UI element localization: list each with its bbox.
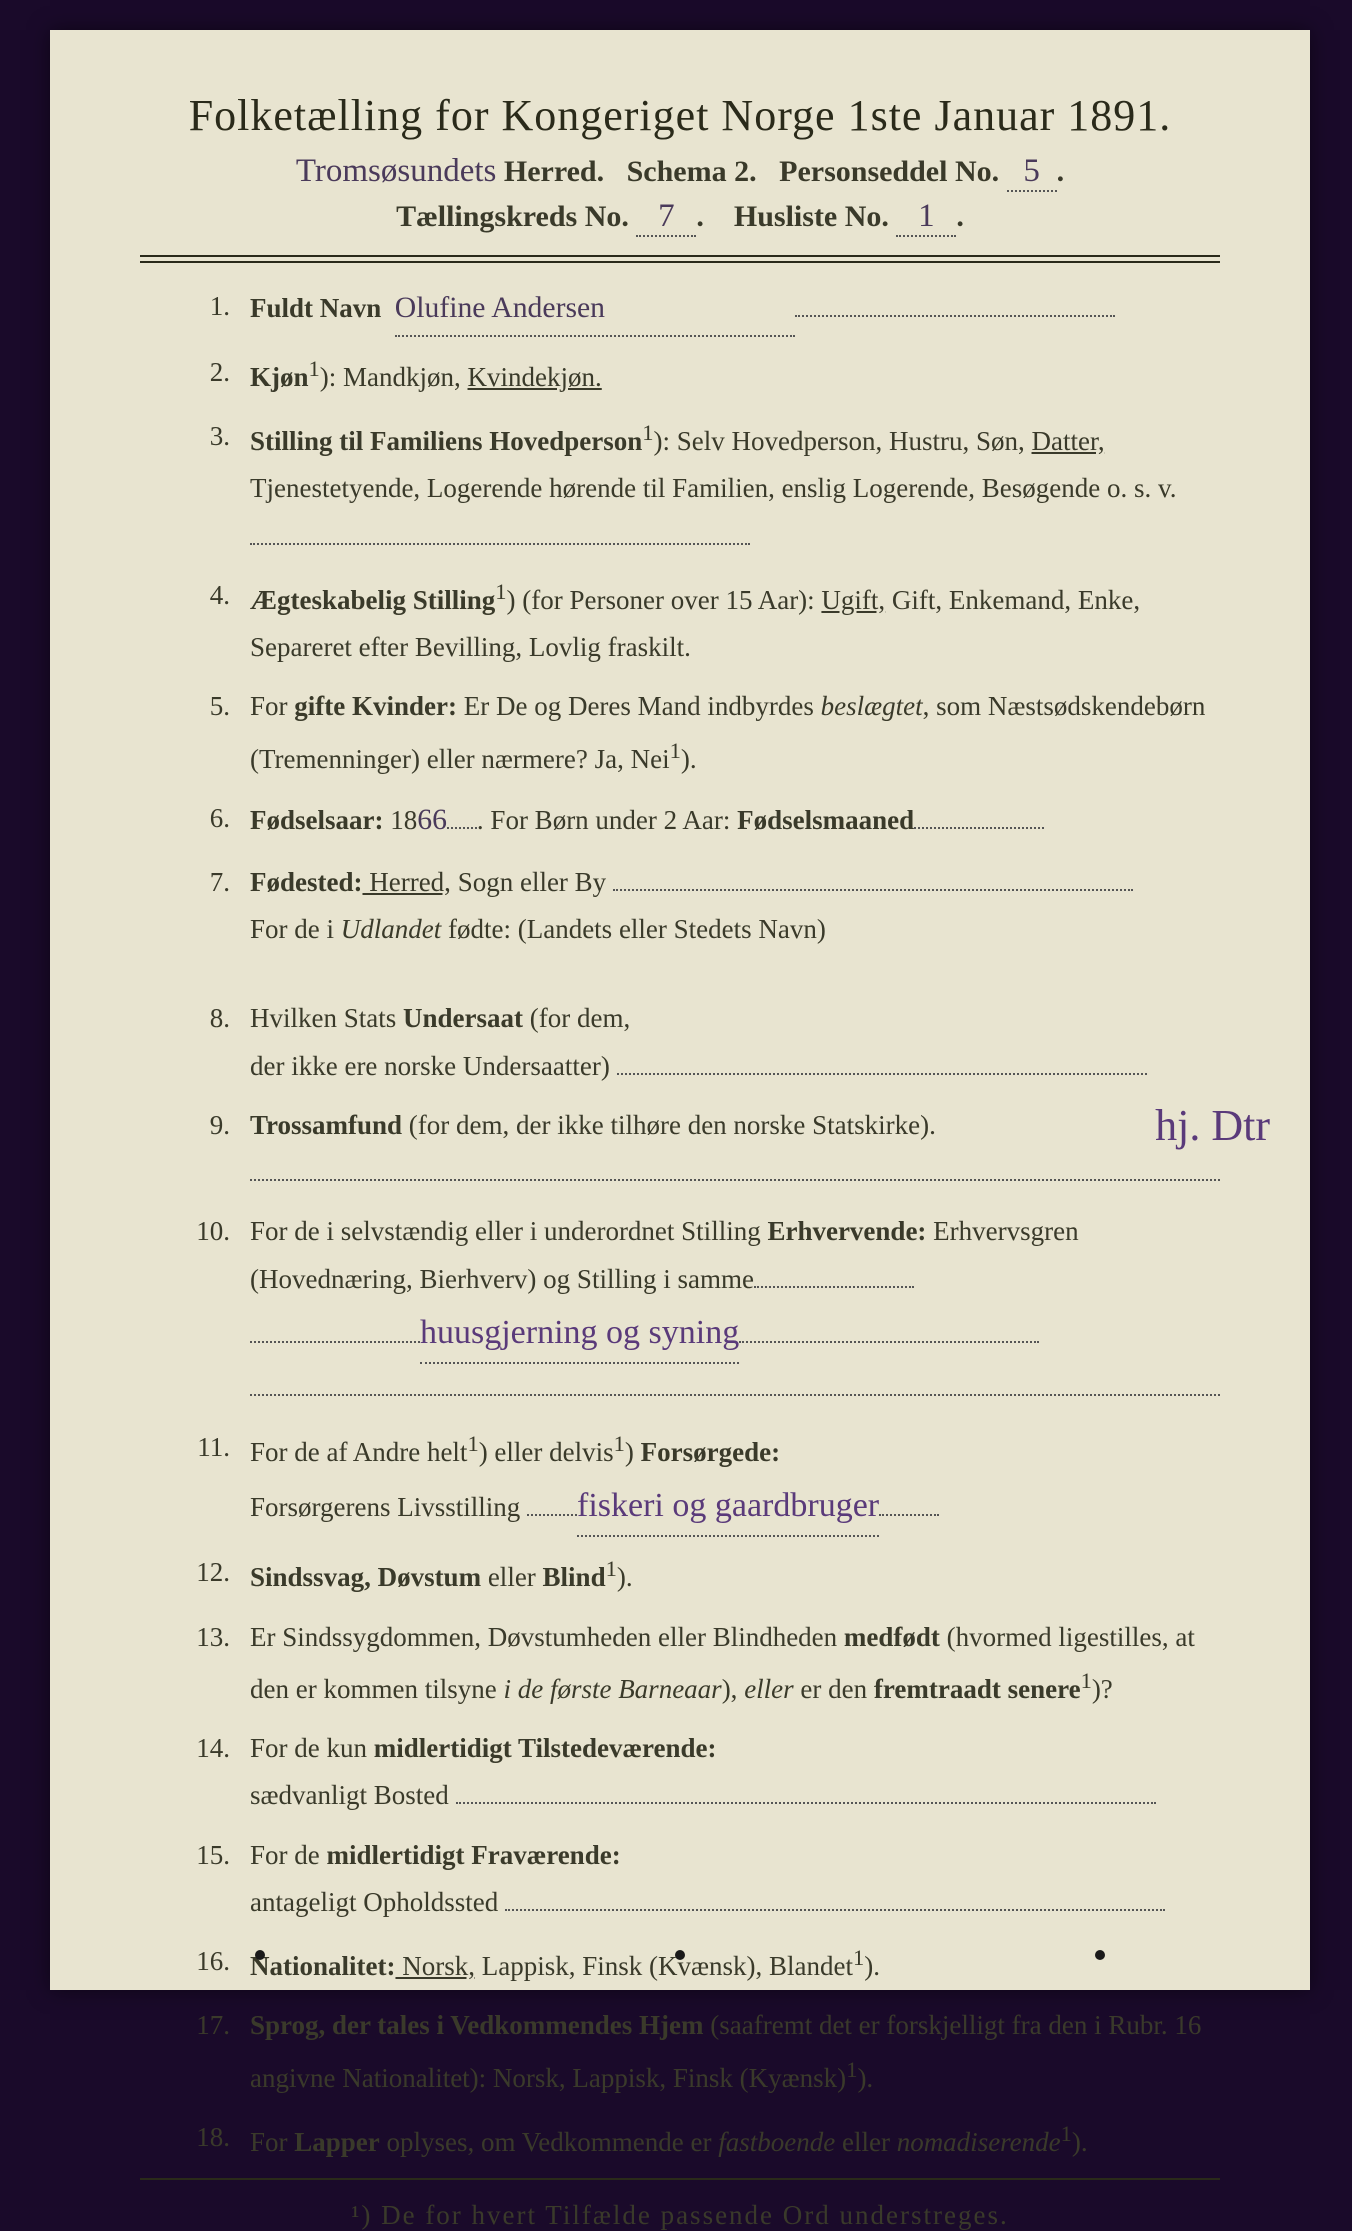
item-6: 6. Fødselsaar: 1866. For Børn under 2 Aa… (170, 795, 1220, 847)
herred-name-handwritten: Tromsøsundets (296, 153, 497, 189)
dot (255, 1950, 265, 1960)
schema-label: Schema 2. (627, 155, 757, 188)
item-13: 13. Er Sindssygdommen, Døvstumheden elle… (170, 1614, 1220, 1714)
rule-top-1 (140, 255, 1220, 257)
item-11: 11. For de af Andre helt1) eller delvis1… (170, 1424, 1220, 1538)
item-5: 5. For gifte Kvinder: Er De og Deres Man… (170, 683, 1220, 783)
item-4: 4. Ægteskabelig Stilling1) (for Personer… (170, 572, 1220, 672)
personseddel-label: Personseddel No. (779, 155, 999, 188)
dot (675, 1950, 685, 1960)
item-7: 7. Fødested: Herred, Sogn eller By For d… (170, 859, 1220, 954)
item-2: 2. Kjøn1): Mandkjøn, Kvindekjøn. (170, 349, 1220, 401)
item-8: 8. Hvilken Stats Undersaat (for dem, der… (170, 995, 1220, 1090)
name-value: Olufine Andersen (395, 283, 795, 337)
item-3: 3. Stilling til Familiens Hovedperson1):… (170, 413, 1220, 560)
birth-year: 66 (417, 804, 447, 836)
taellingskreds-label: Tællingskreds No. (396, 200, 629, 233)
herred-label: Herred. (504, 155, 604, 188)
dot (1095, 1950, 1105, 1960)
provider-value: fiskeri og gaardbruger (577, 1476, 879, 1538)
header-line-1: Tromsøsundets Herred. Schema 2. Personse… (140, 153, 1220, 192)
husliste-no: 1 (896, 198, 956, 237)
item-18: 18. For Lapper oplyses, om Vedkommende e… (170, 2114, 1220, 2166)
husliste-label: Husliste No. (734, 200, 889, 233)
census-form-page: Folketælling for Kongeriget Norge 1ste J… (50, 30, 1310, 1990)
item-17: 17. Sprog, der tales i Vedkommendes Hjem… (170, 2002, 1220, 2102)
item-10: 10. For de i selvstændig eller i underor… (170, 1208, 1220, 1411)
rule-top-2 (140, 261, 1220, 263)
taellingskreds-no: 7 (636, 198, 696, 237)
item-12: 12. Sindssvag, Døvstum eller Blind1). (170, 1549, 1220, 1601)
item-1: 1. Fuldt Navn Olufine Andersen (170, 283, 1220, 337)
footnote-text: ¹) De for hvert Tilfælde passende Ord un… (140, 2200, 1220, 2231)
form-title: Folketælling for Kongeriget Norge 1ste J… (140, 90, 1220, 141)
personseddel-no: 5 (1007, 153, 1057, 192)
form-items: 1. Fuldt Navn Olufine Andersen 2. Kjøn1)… (140, 283, 1220, 2166)
item-15: 15. For de midlertidigt Fraværende: anta… (170, 1832, 1220, 1927)
item-9: 9. Trossamfund (for dem, der ikke tilhør… (170, 1102, 1220, 1197)
rule-bottom (140, 2178, 1220, 2180)
item-16: 16. Nationalitet: Norsk, Lappisk, Finsk … (170, 1938, 1220, 1990)
margin-annotation: hj. Dtr (1155, 1100, 1270, 1151)
item-14: 14. For de kun midlertidigt Tilstedevære… (170, 1725, 1220, 1820)
bottom-dots (50, 1950, 1310, 1960)
header-line-2: Tællingskreds No. 7. Husliste No. 1. (140, 198, 1220, 237)
occupation-value: huusgjerning og syning (420, 1303, 739, 1365)
